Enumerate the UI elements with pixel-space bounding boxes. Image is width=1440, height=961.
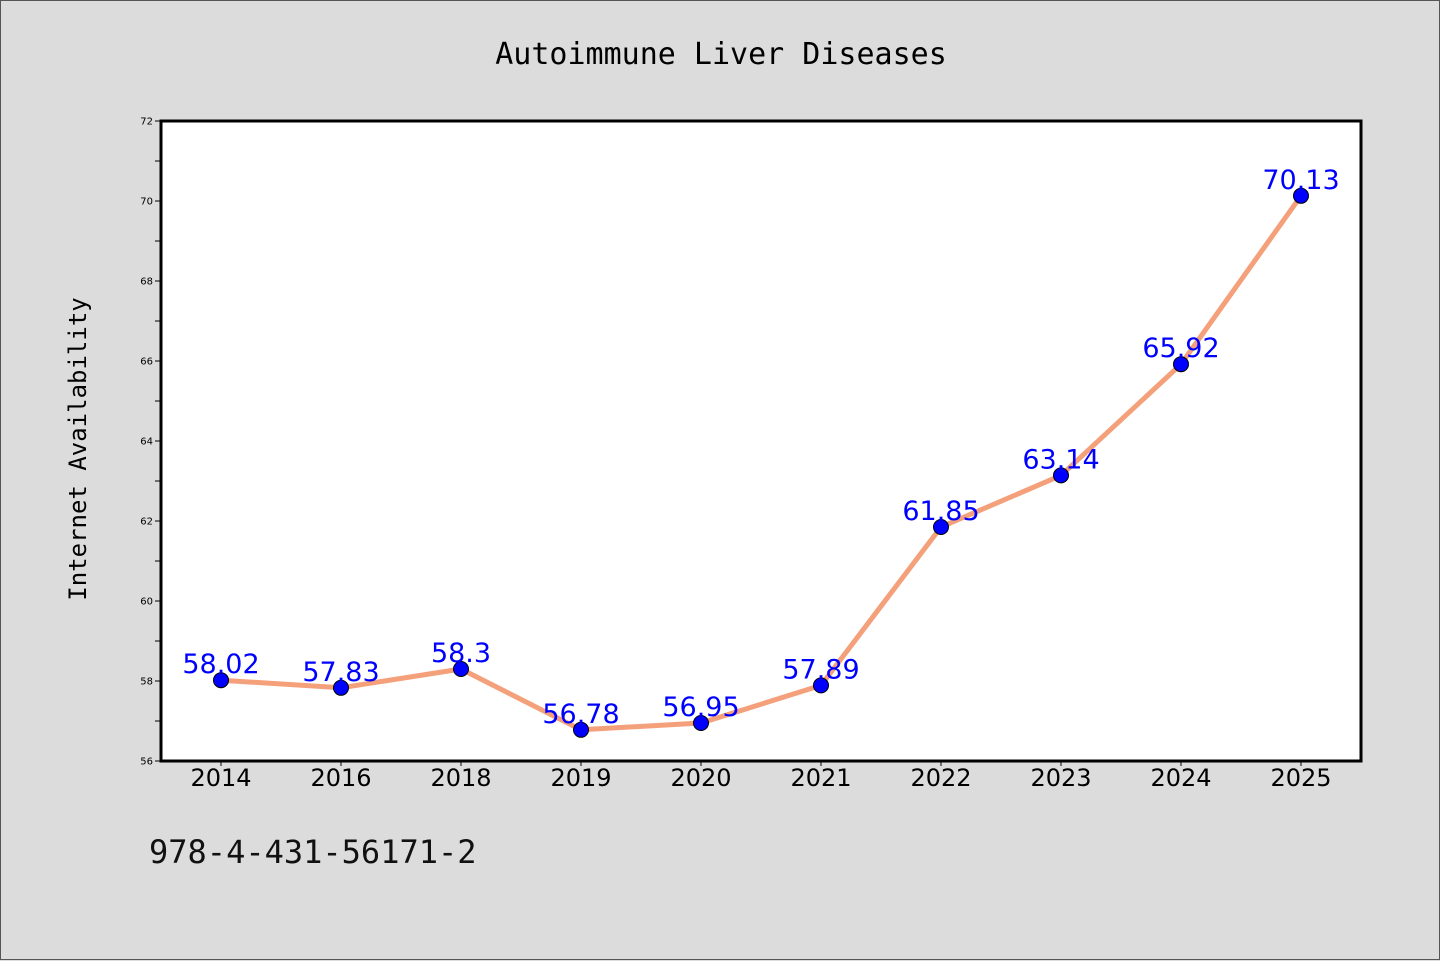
data-point [573,721,589,738]
data-point [213,672,229,689]
y-tick-label: 60 [140,597,153,608]
data-point [1173,356,1189,373]
data-label: 65.92 [1142,333,1219,364]
isbn-footer: 978-4-431-56171-2 [149,833,477,871]
x-tick-label: 2020 [670,764,731,792]
x-tick-label: 2018 [430,764,491,792]
y-tick-label: 66 [140,357,153,368]
y-tick-label: 70 [140,197,153,208]
x-tick-label: 2024 [1150,764,1211,792]
data-label: 57.83 [302,657,379,688]
data-label: 58.3 [431,638,491,669]
x-tick-label: 2021 [790,764,851,792]
data-point [333,679,349,696]
data-point [453,661,469,677]
data-label: 56.95 [662,692,739,723]
data-label: 61.85 [902,496,979,527]
y-tick-label: 68 [140,277,153,288]
series-line [220,194,1304,733]
data-label: 70.13 [1262,165,1339,196]
data-label: 56.78 [542,699,619,730]
x-tick-label: 2014 [190,764,251,792]
y-tick-label: 56 [140,757,153,768]
data-label: 58.02 [182,649,259,680]
y-tick-label: 64 [140,437,153,448]
y-axis-ticks: 56 58 60 62 64 66 68 70 72 [140,117,161,768]
x-tick-label: 2025 [1270,764,1331,792]
data-point [933,519,949,535]
y-tick-label: 72 [140,117,153,128]
y-tick-label: 62 [140,517,153,528]
x-tick-label: 2023 [1030,764,1091,792]
x-tick-label: 2019 [550,764,611,792]
data-point [813,677,829,694]
data-point [1053,467,1069,484]
data-labels: 58.02 57.83 58.3 56.78 56.95 57.89 61.85 63.14 6… [182,165,1339,730]
x-axis-ticks: 2014 2016 2018 2019 2020 2021 2022 2023 2024 2025 [190,761,1332,792]
x-tick-label: 2016 [310,764,371,792]
data-point [1293,187,1309,204]
x-tick-label: 2022 [910,764,971,792]
data-label: 57.89 [782,654,859,685]
chart-title: Autoimmune Liver Diseases [495,37,947,72]
plot-area [159,119,1363,763]
data-point [693,715,709,731]
series-layer [213,187,1309,738]
y-tick-label: 58 [140,677,153,688]
data-label: 63.14 [1022,444,1099,475]
y-axis-label: Internet Availability [64,297,92,600]
